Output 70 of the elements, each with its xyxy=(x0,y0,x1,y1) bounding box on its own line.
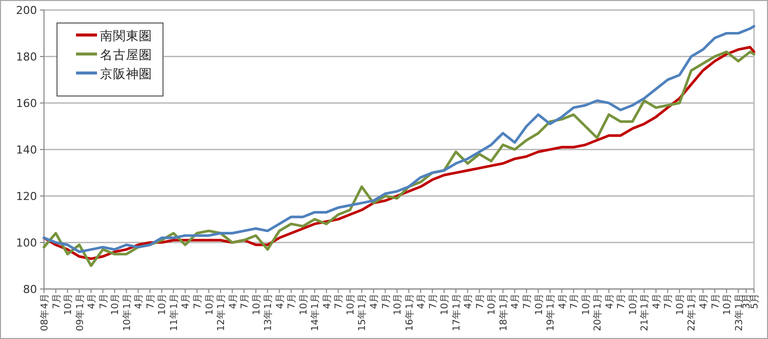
x-tick-label: 10月 xyxy=(63,293,74,316)
x-tick-label: 21年1月 xyxy=(638,293,651,332)
x-tick-label: 12年1月 xyxy=(215,293,228,332)
x-tick-label: 4月 xyxy=(322,293,333,310)
x-tick-label: 4月 xyxy=(180,293,192,310)
x-tick-label: 7月 xyxy=(522,293,533,310)
x-tick-label: 10月 xyxy=(722,293,734,316)
x-tick-label: 10月 xyxy=(534,293,545,316)
y-tick-label: 140 xyxy=(16,144,37,156)
x-tick-label: 20年1月 xyxy=(592,293,604,332)
x-tick-label: 17年1月 xyxy=(450,293,462,332)
y-tick-label: 120 xyxy=(16,190,37,203)
x-tick-label: 7月 xyxy=(663,293,674,310)
x-tick-label: 10月 xyxy=(251,293,262,316)
y-tick-label: 80 xyxy=(23,283,37,296)
legend-label: 名古屋圏 xyxy=(100,47,152,62)
x-tick-label: 4月 xyxy=(510,293,522,310)
x-tick-label: 10月 xyxy=(580,293,592,316)
x-tick-label: 10月 xyxy=(392,293,404,316)
y-tick-label: 160 xyxy=(16,97,37,110)
x-tick-label: 10月 xyxy=(628,293,639,316)
x-tick-label: 7月 xyxy=(616,293,628,310)
legend-label: 南関東圏 xyxy=(100,28,152,43)
x-tick-label: 4月 xyxy=(369,293,380,310)
x-tick-label: 4月 xyxy=(134,293,145,310)
x-tick-label: 7月 xyxy=(51,293,62,310)
x-tick-label: 4月 xyxy=(463,293,474,310)
x-tick-label: 7月 xyxy=(710,293,722,310)
x-tick-label: 4月 xyxy=(651,293,662,310)
x-tick-label: 10月 xyxy=(157,293,168,316)
x-tick-label: 7月 xyxy=(334,293,345,310)
x-tick-label: 7月 xyxy=(98,293,110,310)
x-tick-label: 10月 xyxy=(204,293,216,316)
x-tick-label: 10月 xyxy=(440,293,451,316)
x-tick-label: 13年1月 xyxy=(262,293,274,332)
y-tick-label: 180 xyxy=(16,50,37,64)
x-tick-label: 11年1月 xyxy=(168,293,180,332)
x-tick-label: 4月 xyxy=(228,293,239,310)
x-tick-label: 10年1月 xyxy=(120,293,133,332)
x-tick-label: 10月 xyxy=(345,293,356,316)
x-tick-label: 4月 xyxy=(274,293,286,310)
x-tick-label: 7月 xyxy=(428,293,439,310)
x-tick-label: 14年1月 xyxy=(309,293,322,332)
x-tick-label: 4月 xyxy=(416,293,428,310)
x-tick-label: 19年1月 xyxy=(544,293,557,332)
x-tick-label: 18年1月 xyxy=(497,293,510,332)
x-tick-label: 5月 xyxy=(750,293,760,310)
x-tick-label: 08年4月 xyxy=(38,293,50,332)
y-tick-label: 200 xyxy=(16,4,37,17)
x-tick-label: 15年1月 xyxy=(356,293,368,332)
x-tick-label: 10月 xyxy=(298,293,310,316)
x-tick-label: 09年1月 xyxy=(74,293,86,332)
x-tick-label: 22年1月 xyxy=(686,293,698,332)
x-tick-label: 16年1月 xyxy=(403,293,416,332)
x-tick-label: 4月 xyxy=(86,293,98,310)
y-tick-label: 100 xyxy=(16,236,37,250)
x-tick-label: 7月 xyxy=(286,293,298,310)
x-tick-label: 4月 xyxy=(698,293,710,310)
x-tick-label: 4月 xyxy=(557,293,568,310)
legend-label: 京阪神圏 xyxy=(100,66,152,81)
x-tick-label: 7月 xyxy=(569,293,580,310)
x-tick-label: 10月 xyxy=(486,293,498,316)
x-tick-label: 7月 xyxy=(474,293,486,310)
x-tick-label: 10月 xyxy=(110,293,122,316)
x-tick-label: 7月 xyxy=(380,293,392,310)
x-tick-label: 7月 xyxy=(192,293,204,310)
x-tick-label: 4月 xyxy=(604,293,616,310)
x-tick-label: 10月 xyxy=(674,293,686,316)
x-tick-label: 7月 xyxy=(240,293,251,310)
x-tick-label: 7月 xyxy=(145,293,156,310)
